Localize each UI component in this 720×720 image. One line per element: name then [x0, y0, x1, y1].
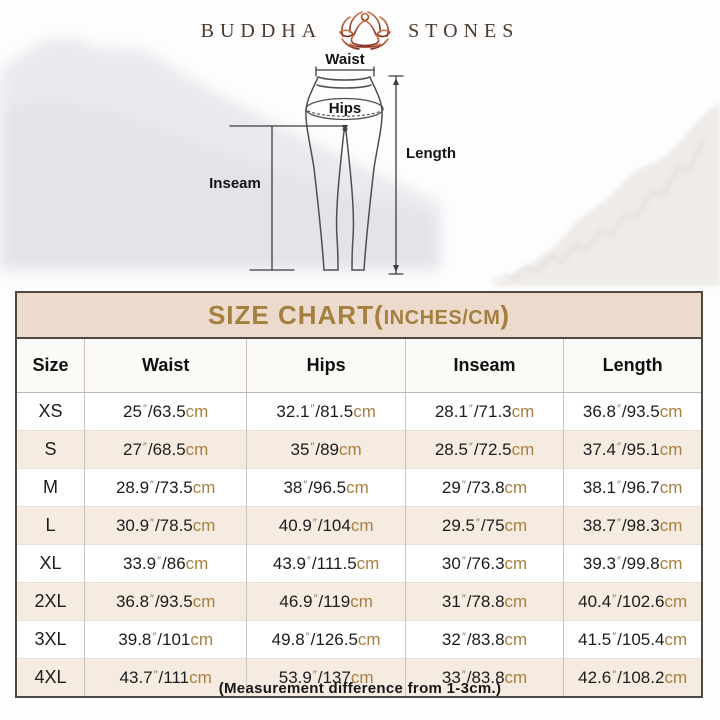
size-chart-title: SIZE CHART(INCHES/CM)	[17, 293, 701, 339]
column-header-size: Size	[17, 339, 85, 393]
waist-measurement-cell: 36.8″/93.5cm	[83, 582, 247, 621]
hips-measurement-cell: 32.1″/81.5cm	[246, 392, 406, 431]
leggings-measurement-diagram: Waist Hips Inseam Length	[209, 51, 456, 288]
inseam-measurement-cell: 30″/76.3cm	[404, 544, 564, 583]
waist-measurement-cell: 27″/68.5cm	[83, 430, 247, 469]
hips-measurement-cell: 43.9″/111.5cm	[246, 544, 406, 583]
hips-measurement-cell: 38″/96.5cm	[246, 468, 406, 507]
brand-logo: BUDDHA	[0, 8, 720, 54]
hips-measurement-cell: 35″/89cm	[246, 430, 406, 469]
table-row-l: L 30.9″/78.5cm 40.9″/104cm 29.5″/75cm 38.7″/…	[17, 506, 701, 545]
hips-measurement-cell: 40.9″/104cm	[246, 506, 406, 545]
length-measurement-cell: 39.3″/99.8cm	[563, 544, 701, 583]
size-chart-title-units: INCHES/CM	[383, 307, 501, 329]
inseam-measurement-cell: 33″/83.8cm	[404, 658, 564, 696]
waist-measurement-cell: 28.9″/73.5cm	[83, 468, 247, 507]
column-header-length: Length	[563, 339, 701, 393]
size-chart-title-close: )	[500, 300, 511, 330]
waist-measurement-cell: 43.7″/111cm	[83, 658, 247, 696]
table-row-m: M 28.9″/73.5cm 38″/96.5cm 29″/73.8cm 38.1″/9…	[17, 468, 701, 507]
inseam-measurement-cell: 29″/73.8cm	[404, 468, 564, 507]
table-row-2xl: 2XL 36.8″/93.5cm 46.9″/119cm 31″/78.8cm 40.4…	[17, 582, 701, 621]
size-cell: M	[17, 468, 85, 507]
length-label: Length	[406, 145, 456, 162]
length-measurement-cell: 40.4″/102.6cm	[563, 582, 701, 621]
hips-measurement-cell: 53.9″/137cm	[246, 658, 406, 696]
size-cell: XS	[17, 392, 85, 431]
length-measurement-cell: 38.1″/96.7cm	[563, 468, 701, 507]
measurement-note: (Measurement difference from 1-3cm.)	[218, 680, 502, 697]
length-measurement-cell: 38.7″/98.3cm	[563, 506, 701, 545]
size-chart: SIZE CHART(INCHES/CM) Size Waist Hips Insea…	[15, 291, 703, 698]
length-measurement-cell: 37.4″/95.1cm	[563, 430, 701, 469]
inseam-measurement-cell: 28.5″/72.5cm	[404, 430, 564, 469]
table-row-3xl: 3XL 39.8″/101cm 49.8″/126.5cm 32″/83.8cm 41.…	[17, 620, 701, 659]
length-measurement-cell: 41.5″/105.4cm	[563, 620, 701, 659]
column-header-row: Size Waist Hips Inseam Length	[17, 339, 701, 393]
brand-name-left: BUDDHA	[200, 19, 323, 42]
column-header-hips: Hips	[246, 339, 406, 393]
table-row-xl: XL 33.9″/86cm 43.9″/111.5cm 30″/76.3cm 39.3″…	[17, 544, 701, 583]
hips-measurement-cell: 46.9″/119cm	[246, 582, 406, 621]
inseam-measurement-cell: 28.1″/71.3cm	[404, 392, 564, 431]
size-table: Size Waist Hips Inseam Length XS 25″/63.5cm 32…	[17, 339, 701, 696]
inseam-measurement-cell: 32″/83.8cm	[404, 620, 564, 659]
inseam-measurement-cell: 31″/78.8cm	[404, 582, 564, 621]
inseam-label: Inseam	[209, 175, 261, 192]
column-header-waist: Waist	[83, 339, 247, 393]
column-header-inseam: Inseam	[404, 339, 564, 393]
hips-label: Hips	[329, 100, 362, 117]
inseam-measurement-cell: 29.5″/75cm	[404, 506, 564, 545]
waist-measurement-cell: 33.9″/86cm	[83, 544, 247, 583]
hips-measurement-cell: 49.8″/126.5cm	[246, 620, 406, 659]
lotus-meditation-icon	[339, 11, 392, 50]
length-measurement-cell: 36.8″/93.5cm	[563, 392, 701, 431]
size-cell: XL	[17, 544, 85, 583]
waist-measurement-cell: 39.8″/101cm	[83, 620, 247, 659]
size-chart-title-main: SIZE CHART(	[207, 300, 384, 330]
waist-label: Waist	[325, 51, 364, 68]
size-cell: 3XL	[17, 620, 85, 659]
table-row-xs: XS 25″/63.5cm 32.1″/81.5cm 28.1″/71.3cm 36.8…	[17, 392, 701, 431]
table-row-s: S 27″/68.5cm 35″/89cm 28.5″/72.5cm 37.4″/95.…	[17, 430, 701, 469]
size-cell: L	[17, 506, 85, 545]
brand-name-right: STONES	[408, 19, 520, 42]
table-row-4xl: 4XL 43.7″/111cm 53.9″/137cm 33″/83.8cm 42.6″…	[17, 658, 701, 696]
waist-measurement-cell: 25″/63.5cm	[83, 392, 247, 431]
length-measurement-cell: 42.6″/108.2cm	[563, 658, 701, 696]
waist-measurement-cell: 30.9″/78.5cm	[83, 506, 247, 545]
size-cell: 4XL	[17, 658, 85, 696]
size-cell: 2XL	[17, 582, 85, 621]
size-cell: S	[17, 430, 85, 469]
